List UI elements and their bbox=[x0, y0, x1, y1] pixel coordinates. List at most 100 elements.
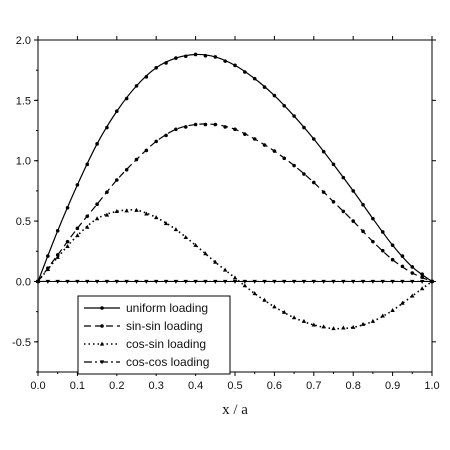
data-point-cos-cos-loading bbox=[124, 279, 129, 284]
data-point-cos-sin-loading bbox=[400, 300, 405, 305]
data-point-sin-sin-loading bbox=[203, 122, 208, 127]
data-point-cos-sin-loading bbox=[183, 234, 188, 239]
data-point-cos-sin-loading bbox=[272, 304, 277, 309]
data-point-cos-sin-loading bbox=[262, 297, 267, 302]
y-tick-label: 1.5 bbox=[16, 95, 31, 107]
data-point-cos-sin-loading bbox=[370, 318, 376, 323]
data-point-uniform-loading bbox=[183, 54, 188, 59]
data-point-uniform-loading bbox=[410, 265, 415, 269]
data-point-cos-sin-loading bbox=[85, 224, 90, 229]
data-point-uniform-loading bbox=[174, 56, 178, 60]
legend-marker-uniform-loading bbox=[100, 306, 104, 310]
data-point-uniform-loading bbox=[243, 70, 247, 74]
data-point-cos-cos-loading bbox=[429, 279, 435, 284]
data-point-cos-cos-loading bbox=[35, 279, 41, 284]
data-point-uniform-loading bbox=[144, 75, 149, 79]
data-point-cos-cos-loading bbox=[252, 279, 257, 284]
data-point-cos-sin-loading bbox=[55, 254, 60, 259]
data-point-cos-sin-loading bbox=[222, 267, 228, 272]
data-point-cos-sin-loading bbox=[282, 309, 287, 314]
data-point-cos-cos-loading bbox=[183, 279, 188, 284]
data-point-cos-sin-loading bbox=[45, 266, 51, 271]
legend-label-cos-sin-loading: cos-sin loading bbox=[126, 337, 206, 351]
data-point-uniform-loading bbox=[65, 206, 70, 210]
data-point-sin-sin-loading bbox=[243, 132, 247, 136]
data-point-uniform-loading bbox=[351, 189, 356, 193]
data-point-uniform-loading bbox=[380, 230, 385, 234]
x-tick-label: 0.1 bbox=[70, 380, 85, 392]
data-point-sin-sin-loading bbox=[420, 275, 424, 280]
data-point-sin-sin-loading bbox=[410, 271, 415, 275]
data-point-uniform-loading bbox=[46, 254, 50, 258]
data-point-cos-cos-loading bbox=[282, 279, 287, 284]
data-point-cos-cos-loading bbox=[94, 279, 100, 284]
x-tick-label: 0.6 bbox=[267, 380, 282, 392]
data-point-sin-sin-loading bbox=[115, 178, 119, 182]
x-tick-label: 1.0 bbox=[424, 380, 439, 392]
data-point-sin-sin-loading bbox=[390, 257, 395, 262]
data-point-cos-cos-loading bbox=[173, 279, 179, 284]
data-point-uniform-loading bbox=[262, 85, 267, 89]
data-point-cos-cos-loading bbox=[360, 279, 366, 284]
data-point-cos-cos-loading bbox=[370, 279, 376, 284]
data-point-cos-sin-loading bbox=[419, 286, 425, 291]
data-point-cos-cos-loading bbox=[410, 279, 415, 284]
data-point-uniform-loading bbox=[154, 65, 158, 70]
data-point-cos-sin-loading bbox=[291, 315, 297, 320]
data-point-uniform-loading bbox=[223, 59, 227, 63]
data-point-uniform-loading bbox=[75, 183, 80, 187]
data-point-sin-sin-loading bbox=[272, 149, 277, 153]
data-point-cos-sin-loading bbox=[380, 313, 385, 318]
data-point-cos-sin-loading bbox=[360, 321, 366, 326]
data-point-cos-cos-loading bbox=[321, 279, 326, 284]
data-point-cos-cos-loading bbox=[232, 279, 238, 284]
data-point-sin-sin-loading bbox=[213, 122, 218, 127]
data-point-cos-cos-loading bbox=[301, 279, 307, 284]
data-point-cos-cos-loading bbox=[65, 279, 70, 284]
data-point-sin-sin-loading bbox=[223, 125, 227, 129]
data-point-cos-sin-loading bbox=[75, 233, 80, 238]
data-point-sin-sin-loading bbox=[312, 180, 316, 185]
data-point-cos-sin-loading bbox=[311, 322, 316, 327]
legend-label-uniform-loading: uniform loading bbox=[126, 301, 208, 315]
data-point-uniform-loading bbox=[55, 228, 60, 233]
data-point-uniform-loading bbox=[420, 272, 424, 277]
x-tick-label: 0.8 bbox=[346, 380, 361, 392]
data-point-sin-sin-loading bbox=[144, 148, 149, 153]
data-point-uniform-loading bbox=[115, 109, 119, 114]
data-point-cos-cos-loading bbox=[331, 279, 336, 284]
y-tick-label: 0.0 bbox=[16, 276, 31, 288]
data-point-cos-sin-loading bbox=[114, 209, 119, 214]
data-point-cos-sin-loading bbox=[351, 324, 356, 329]
data-point-cos-cos-loading bbox=[291, 279, 297, 284]
data-point-cos-sin-loading bbox=[390, 308, 395, 313]
data-point-sin-sin-loading bbox=[262, 143, 267, 147]
legend-marker-cos-sin-loading bbox=[99, 341, 105, 346]
data-point-sin-sin-loading bbox=[95, 202, 99, 206]
data-point-cos-sin-loading bbox=[163, 221, 169, 226]
data-point-sin-sin-loading bbox=[85, 214, 90, 219]
data-point-uniform-loading bbox=[105, 125, 109, 130]
data-point-uniform-loading bbox=[400, 254, 405, 258]
data-point-cos-sin-loading bbox=[104, 212, 110, 217]
data-point-cos-cos-loading bbox=[85, 279, 90, 284]
data-point-uniform-loading bbox=[312, 137, 316, 141]
data-point-cos-sin-loading bbox=[144, 211, 149, 216]
data-point-sin-sin-loading bbox=[75, 226, 80, 231]
data-point-cos-sin-loading bbox=[410, 293, 415, 298]
x-tick-label: 0.4 bbox=[188, 380, 203, 392]
data-point-cos-cos-loading bbox=[380, 279, 385, 284]
legend-label-sin-sin-loading: sin-sin loading bbox=[126, 319, 203, 333]
data-point-sin-sin-loading bbox=[164, 133, 168, 138]
data-point-cos-cos-loading bbox=[75, 279, 80, 284]
data-point-sin-sin-loading bbox=[351, 219, 356, 223]
data-point-uniform-loading bbox=[282, 103, 287, 108]
data-point-cos-sin-loading bbox=[242, 283, 248, 288]
x-tick-label: 0.9 bbox=[385, 380, 400, 392]
data-point-cos-cos-loading bbox=[114, 279, 119, 284]
data-point-cos-sin-loading bbox=[331, 326, 336, 331]
data-point-cos-sin-loading bbox=[134, 207, 139, 212]
data-point-cos-cos-loading bbox=[45, 279, 51, 284]
data-point-uniform-loading bbox=[95, 142, 99, 146]
